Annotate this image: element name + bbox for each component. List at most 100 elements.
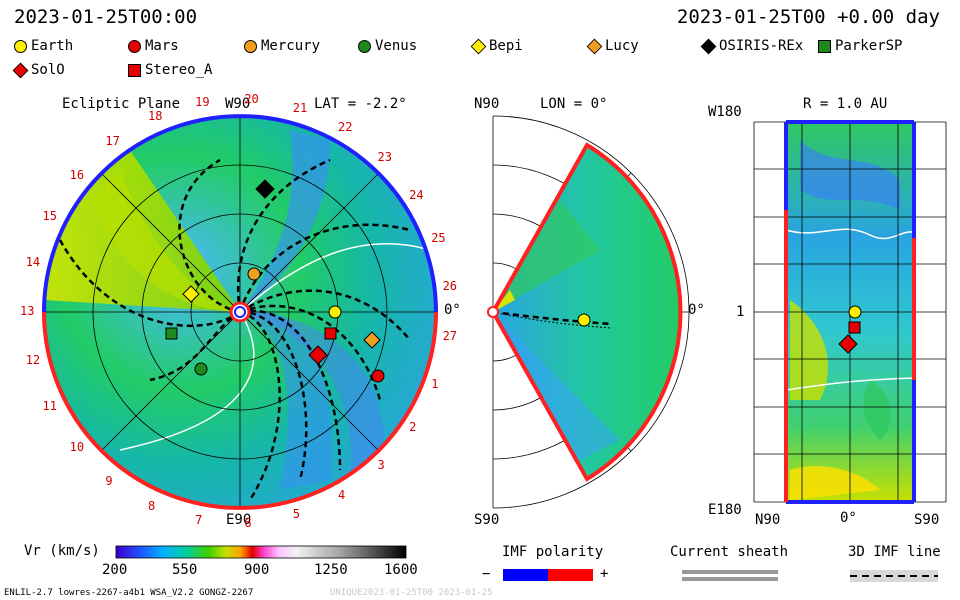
legend-item-solo: SolO — [12, 62, 65, 78]
ecliptic-right-label: 0° — [444, 302, 461, 318]
carrington-label-1: 1 — [431, 376, 439, 391]
imf-polarity-label: IMF polarity — [502, 544, 604, 560]
parker-marker — [165, 327, 178, 340]
sphere-top-label: W180 — [708, 104, 742, 120]
meridional-top-label: N90 — [474, 96, 500, 112]
legend-label: Bepi — [489, 38, 523, 54]
legend-item-bepi: Bepi — [470, 38, 523, 54]
stereo-a-marker — [324, 327, 337, 340]
carrington-label-3: 3 — [377, 458, 385, 473]
imf-minus-sign: − — [482, 566, 491, 582]
carrington-label-15: 15 — [42, 208, 57, 223]
ecliptic-bottom-label: E90 — [226, 512, 252, 528]
carrington-label-13: 13 — [20, 304, 35, 318]
header-left-time: 2023-01-25T00:00 — [14, 6, 198, 28]
legend-label: OSIRIS-REx — [719, 38, 804, 54]
osiris-rex-marker — [255, 179, 275, 199]
colorbar-tick-200: 200 — [102, 562, 128, 578]
sphere-stereo-a-marker — [848, 321, 861, 334]
legend-marker-diamond — [470, 38, 487, 54]
legend-marker-diamond — [700, 38, 717, 54]
sphere-panel — [753, 120, 947, 504]
carrington-label-25: 25 — [431, 231, 446, 246]
carrington-label-9: 9 — [105, 474, 113, 489]
venus-marker — [194, 362, 208, 376]
sphere-earth-marker — [848, 305, 862, 319]
carrington-label-18: 18 — [148, 109, 163, 124]
carrington-label-24: 24 — [409, 187, 424, 202]
legend-label: Stereo_A — [145, 62, 213, 78]
carrington-label-17: 17 — [105, 133, 120, 148]
legend-item-mercury: Mercury — [244, 38, 320, 54]
legend-marker-diamond — [12, 62, 29, 78]
ecliptic-lat: LAT = -2.2° — [314, 96, 407, 112]
carrington-label-10: 10 — [69, 440, 85, 455]
header-right-time: 2023-01-25T00 +0.00 day — [676, 6, 940, 28]
imf-line-symbol — [850, 570, 938, 582]
carrington-label-5: 5 — [292, 507, 301, 522]
legend-item-lucy: Lucy — [586, 38, 639, 54]
carrington-label-20: 20 — [244, 92, 259, 107]
vr-colorbar — [115, 545, 407, 559]
legend-item-venus: Venus — [358, 38, 417, 54]
carrington-label-4: 4 — [338, 487, 346, 502]
carrington-label-21: 21 — [292, 100, 308, 115]
sphere-x-label-s90: S90 — [914, 512, 940, 528]
imf-plus-sign: + — [600, 566, 609, 582]
meridional-panel — [487, 115, 690, 509]
legend-label: Lucy — [605, 38, 639, 54]
imf-3d-label: 3D IMF line — [848, 544, 941, 560]
legend-marker-square — [128, 63, 141, 77]
legend-label: Earth — [31, 38, 74, 54]
current-sheath-symbol — [682, 570, 778, 581]
legend-item-osiris-rex: OSIRIS-REx — [700, 38, 804, 54]
footer-left: ENLIL-2.7 lowres-2267-a4b1 WSA_V2.2 GONG… — [4, 588, 254, 598]
carrington-label-6: 6 — [244, 515, 252, 530]
carrington-label-22: 22 — [338, 120, 353, 135]
imf-polarity-bar — [503, 569, 593, 581]
legend-item-mars: Mars — [128, 38, 179, 54]
legend-label: ParkerSP — [835, 38, 903, 54]
sphere-x-label-0: 0° — [840, 510, 857, 526]
meridional-lon: LON = 0° — [540, 96, 608, 112]
carrington-label-14: 14 — [25, 255, 41, 270]
legend-marker-square — [818, 39, 831, 53]
carrington-label-23: 23 — [377, 149, 392, 164]
sphere-bottom-label: E180 — [708, 502, 742, 518]
lucy-marker — [363, 331, 381, 349]
colorbar-label: Vr (km/s) — [24, 543, 100, 559]
legend-marker-circle — [358, 39, 371, 53]
carrington-label-11: 11 — [42, 399, 57, 414]
legend-marker-circle — [128, 39, 141, 53]
sphere-title: R = 1.0 AU — [803, 96, 888, 112]
colorbar-tick-1250: 1250 — [314, 562, 348, 578]
meridional-wedge — [493, 145, 681, 479]
current-sheath-label: Current sheath — [670, 544, 789, 560]
solo-marker — [308, 345, 328, 365]
ecliptic-top-label: W90 — [225, 96, 251, 112]
colorbar-tick-1600: 1600 — [384, 562, 418, 578]
colorbar-tick-550: 550 — [172, 562, 198, 578]
carrington-label-7: 7 — [195, 512, 203, 527]
bepi-marker — [182, 285, 200, 303]
sphere-x-label-n90: N90 — [755, 512, 781, 528]
footer-right: UNIQUE2023-01-25T00 2023-01-25 — [330, 588, 493, 598]
ecliptic-title: Ecliptic Plane — [62, 96, 181, 112]
legend-label: Mars — [145, 38, 179, 54]
earth-marker — [328, 305, 342, 319]
meridional-earth-marker — [577, 313, 591, 327]
legend-label: Mercury — [261, 38, 321, 54]
legend-marker-circle — [14, 39, 27, 53]
legend-item-parkersp: ParkerSP — [818, 38, 902, 54]
legend-label: SolO — [31, 62, 65, 78]
sphere-solo-marker — [838, 334, 858, 354]
legend-label: Venus — [375, 38, 418, 54]
ecliptic-rim-positive — [42, 311, 438, 510]
colorbar-tick-900: 900 — [244, 562, 270, 578]
carrington-label-12: 12 — [25, 352, 41, 367]
legend-marker-diamond — [586, 38, 603, 54]
ecliptic-plane-panel — [42, 114, 438, 510]
legend-marker-circle — [244, 39, 257, 53]
ecliptic-rim-negative — [42, 114, 438, 313]
